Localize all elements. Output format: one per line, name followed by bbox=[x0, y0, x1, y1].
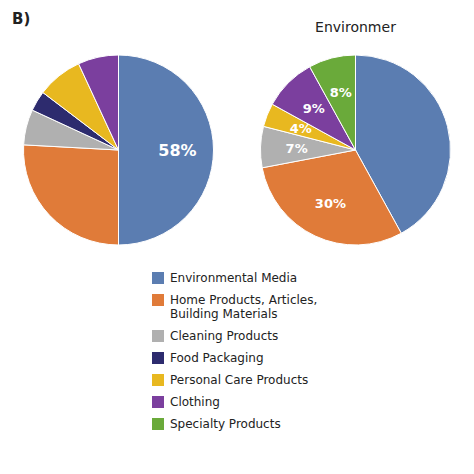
chart-svg: 58% B) 30% 7% 4% 9% 8% Environmer Environmental … bbox=[0, 0, 474, 474]
legend-swatch bbox=[152, 418, 164, 430]
legend-swatch bbox=[152, 330, 164, 342]
legend-label-line: Building Materials bbox=[170, 307, 278, 321]
annotation: B) bbox=[12, 10, 30, 28]
legend-item: Home Products, Articles,Building Materia… bbox=[152, 293, 317, 321]
data-label: 7% bbox=[286, 141, 308, 156]
pie-slice bbox=[23, 145, 118, 245]
chart-container: 58% B) 30% 7% 4% 9% 8% Environmer Environmental … bbox=[0, 0, 474, 474]
pie bbox=[23, 55, 213, 245]
legend-item: Cleaning Products bbox=[152, 329, 278, 343]
data-label: 4% bbox=[290, 121, 312, 136]
data-labels: 58% bbox=[158, 141, 196, 160]
legend-item: Environmental Media bbox=[152, 271, 297, 285]
data-label: 58% bbox=[158, 141, 196, 160]
data-label: 9% bbox=[303, 101, 325, 116]
legend-label: Personal Care Products bbox=[170, 373, 308, 387]
data-labels: 30% 7% 4% 9% 8% bbox=[286, 85, 352, 210]
legend-label-line: Specialty Products bbox=[170, 417, 281, 431]
pie bbox=[261, 55, 451, 245]
data-label: 30% bbox=[315, 196, 346, 211]
legend: Environmental Media Home Products, Articl… bbox=[152, 271, 317, 431]
legend-label-line: Environmental Media bbox=[170, 271, 297, 285]
legend-swatch bbox=[152, 294, 164, 306]
legend-label: Food Packaging bbox=[170, 351, 264, 365]
legend-label: Clothing bbox=[170, 395, 220, 409]
legend-item: Specialty Products bbox=[152, 417, 281, 431]
legend-swatch bbox=[152, 396, 164, 408]
legend-swatch bbox=[152, 352, 164, 364]
legend-item: Food Packaging bbox=[152, 351, 264, 365]
legend-label: Specialty Products bbox=[170, 417, 281, 431]
legend-label: Environmental Media bbox=[170, 271, 297, 285]
legend-item: Clothing bbox=[152, 395, 220, 409]
legend-label-line: Food Packaging bbox=[170, 351, 264, 365]
legend-label-line: Home Products, Articles, bbox=[170, 293, 317, 307]
pie-slice bbox=[119, 55, 214, 245]
legend-label: Cleaning Products bbox=[170, 329, 278, 343]
legend-swatch bbox=[152, 374, 164, 386]
legend-label-line: Personal Care Products bbox=[170, 373, 308, 387]
legend-label: Home Products, Articles,Building Materia… bbox=[170, 293, 317, 321]
chart-title: Environmer bbox=[315, 19, 396, 35]
pie-slice bbox=[79, 55, 119, 150]
legend-item: Personal Care Products bbox=[152, 373, 308, 387]
legend-swatch bbox=[152, 272, 164, 284]
legend-label-line: Cleaning Products bbox=[170, 329, 278, 343]
legend-label-line: Clothing bbox=[170, 395, 220, 409]
data-label: 8% bbox=[330, 85, 352, 100]
